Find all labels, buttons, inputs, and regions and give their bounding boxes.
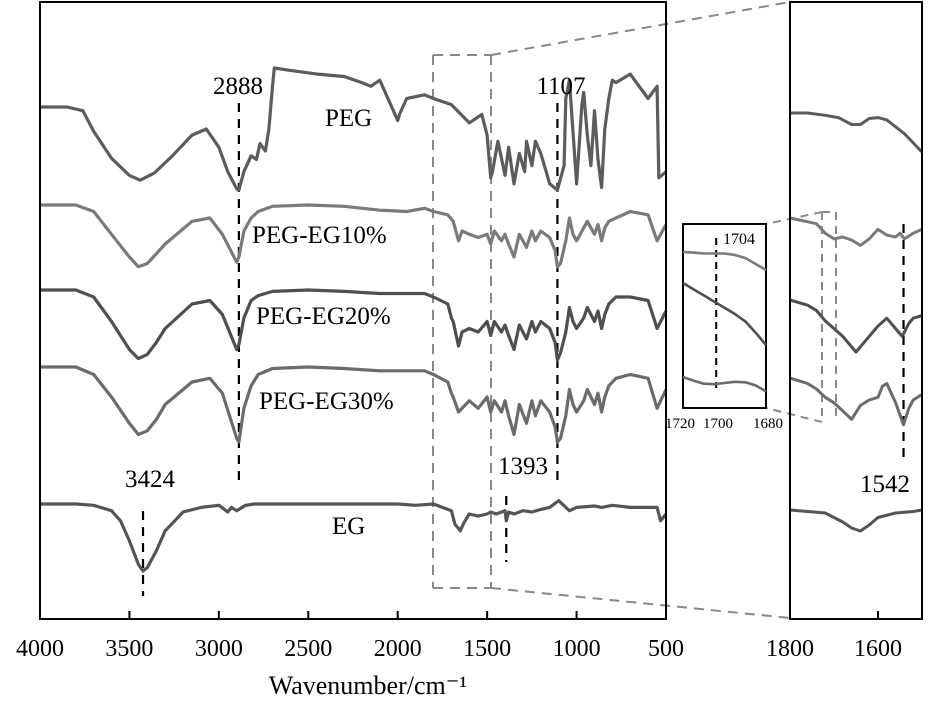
main-series-group xyxy=(40,66,668,573)
main-x-ticks: 4000 3500 3000 2500 2000 1500 1000 500 xyxy=(16,611,684,662)
x-axis-title: Wavenumber/cm⁻¹ xyxy=(269,671,467,700)
right-series-line-4 xyxy=(789,376,923,427)
series-label-peg-eg20: PEG-EG20% xyxy=(256,303,391,330)
inset-series-group xyxy=(682,250,767,393)
series-label-peg-eg10: PEG-EG10% xyxy=(252,222,387,249)
inset-series-line-3 xyxy=(682,375,767,393)
x-tick-label-1000: 1000 xyxy=(553,636,601,662)
peak-label-1393: 1393 xyxy=(498,453,548,480)
series-label-eg: EG xyxy=(332,513,365,540)
inset-tick-label-1720: 1720 xyxy=(665,416,695,432)
series-line-peg-eg10 xyxy=(40,203,668,269)
main-panel: 4000 3500 3000 2500 2000 1500 1000 500 PEG PEG-E… xyxy=(16,1,684,700)
series-label-peg: PEG xyxy=(325,105,372,132)
inset-series-line-1 xyxy=(682,250,767,272)
inset-panel: 1720 1700 1680 1704 xyxy=(665,223,783,432)
series-line-eg xyxy=(40,499,668,573)
x-tick-label-3500: 3500 xyxy=(105,636,153,662)
series-label-peg-eg30: PEG-EG30% xyxy=(259,388,394,415)
inset-x-ticks: 1720 1700 1680 xyxy=(665,416,783,432)
peak-label-2888: 2888 xyxy=(213,73,263,100)
peak-label-3424: 3424 xyxy=(125,466,176,493)
series-line-peg xyxy=(40,66,668,192)
right-series-line-3 xyxy=(789,298,923,354)
right-series-group xyxy=(789,111,924,533)
x-tick-label-2500: 2500 xyxy=(284,636,332,662)
right-zoom-panel: 1800 1600 1542 xyxy=(766,1,924,662)
right-plot-frame xyxy=(789,1,923,620)
series-line-peg-eg30 xyxy=(40,365,668,444)
zoom-connector-top xyxy=(490,1,791,56)
x-tick-label-2000: 2000 xyxy=(374,636,422,662)
right-tick-label-1600: 1600 xyxy=(854,636,902,662)
right-series-line-1 xyxy=(790,111,924,154)
zoom-connector-bottom xyxy=(490,587,791,619)
inset-tick-label-1700: 1700 xyxy=(703,416,733,432)
right-series-line-5 xyxy=(789,508,923,533)
main-series-labels: PEG PEG-EG10% PEG-EG20% PEG-EG30% EG xyxy=(252,105,394,540)
x-tick-label-500: 500 xyxy=(648,636,684,662)
right-peak-labels: 1542 xyxy=(860,471,910,498)
x-tick-label-3000: 3000 xyxy=(195,636,243,662)
right-tick-label-1800: 1800 xyxy=(766,636,814,662)
x-tick-label-4000: 4000 xyxy=(16,636,64,662)
main-peak-labels: 2888 1107 3424 1393 xyxy=(125,73,586,493)
inset-peak-labels: 1704 xyxy=(723,231,755,248)
x-tick-label-1500: 1500 xyxy=(463,636,511,662)
right-peak-label-1542: 1542 xyxy=(860,471,910,498)
inset-connector-bottom xyxy=(765,407,823,423)
main-peak-markers xyxy=(141,103,559,596)
right-series-line-2 xyxy=(789,216,923,247)
right-x-ticks: 1800 1600 xyxy=(766,611,902,662)
inset-peak-label-1704: 1704 xyxy=(723,231,755,248)
inset-series-line-2 xyxy=(682,281,767,346)
inset-tick-label-1680: 1680 xyxy=(753,416,783,432)
zoom-indicators xyxy=(432,1,837,619)
peak-label-1107: 1107 xyxy=(536,73,585,100)
series-line-peg-eg20 xyxy=(40,288,668,362)
main-plot-frame xyxy=(39,1,667,620)
